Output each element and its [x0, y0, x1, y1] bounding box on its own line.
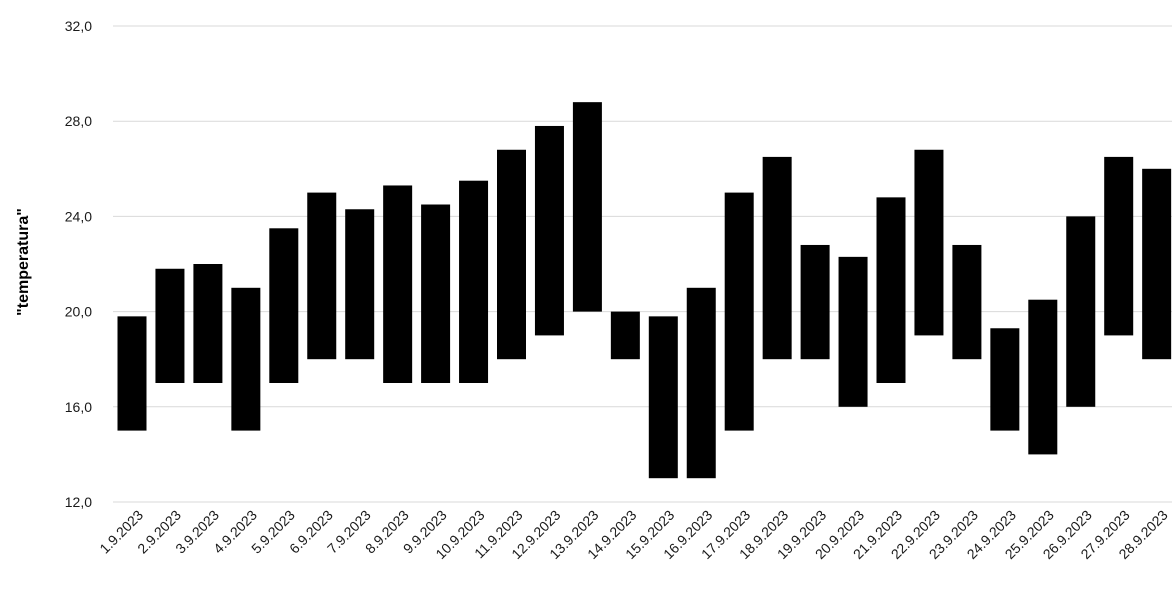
- range-bar: [383, 185, 413, 383]
- range-bar: [1028, 299, 1058, 455]
- range-bar: [231, 287, 261, 431]
- range-bar: [952, 244, 982, 360]
- range-bar: [421, 204, 451, 383]
- range-bar: [610, 311, 640, 360]
- range-bar: [459, 180, 489, 383]
- range-bar: [914, 149, 944, 336]
- range-bar: [307, 192, 337, 360]
- range-bar: [686, 287, 716, 479]
- y-axis-tick-labels: 12,0 16,0 20,0 24,0 28,0 32,0: [65, 18, 92, 510]
- range-bar: [762, 156, 792, 360]
- range-bar: [269, 228, 299, 383]
- range-bar: [155, 268, 185, 383]
- range-bar: [838, 256, 868, 407]
- y-axis-title: "temperatura": [15, 208, 32, 316]
- range-bar: [724, 192, 754, 431]
- range-bar: [193, 264, 223, 383]
- y-tick-label: 12,0: [65, 494, 92, 510]
- y-tick-label: 28,0: [65, 113, 92, 129]
- range-bar: [1066, 216, 1096, 407]
- range-bar: [1104, 156, 1134, 336]
- y-tick-label: 32,0: [65, 18, 92, 34]
- range-bar: [648, 316, 678, 479]
- range-bar: [117, 316, 147, 431]
- x-axis-tick-labels: 1.9.20232.9.20233.9.20234.9.20235.9.2023…: [96, 507, 1171, 563]
- range-bar: [876, 197, 906, 383]
- range-bar: [800, 244, 830, 360]
- y-tick-label: 24,0: [65, 208, 92, 224]
- range-bars: [117, 102, 1172, 479]
- range-bar: [572, 102, 602, 312]
- range-bar: [990, 328, 1020, 431]
- range-bar: [497, 149, 526, 360]
- range-bar: [345, 209, 375, 360]
- range-bar: [534, 125, 564, 336]
- range-bar: [1142, 168, 1172, 360]
- y-tick-label: 16,0: [65, 399, 92, 415]
- y-tick-label: 20,0: [65, 304, 92, 320]
